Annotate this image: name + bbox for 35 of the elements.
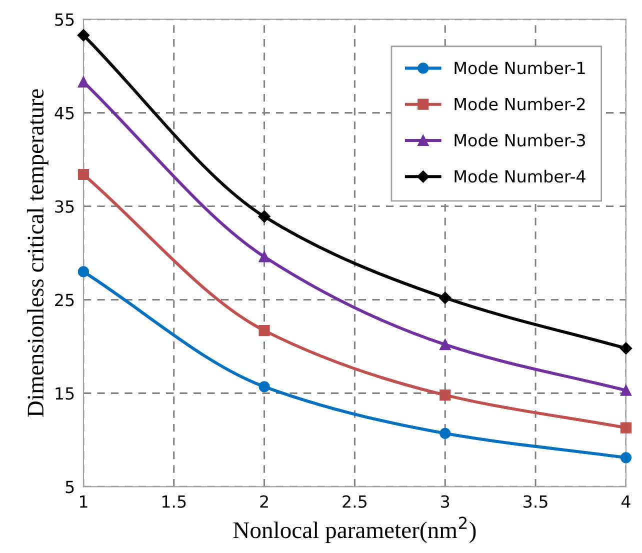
y-tick-label: 5 (66, 480, 74, 494)
point (440, 428, 451, 439)
y-tick-label: 25 (55, 294, 74, 306)
x-tick-label: 3.5 (524, 495, 548, 508)
x-axis-title: Nonlocal parameter(nm$^{2}$) (233, 516, 476, 543)
point (258, 325, 270, 336)
point (258, 381, 270, 392)
point (77, 29, 90, 42)
point (620, 452, 632, 464)
point (258, 210, 270, 223)
x-tick-label: 2 (260, 495, 268, 508)
point (440, 389, 451, 401)
y-axis-title: Dimensionless critical temperature (26, 89, 48, 417)
point (78, 76, 90, 88)
y-tick-label: 35 (55, 200, 74, 213)
x-tick-label: 2.5 (342, 495, 367, 508)
y-tick-label: 15 (56, 387, 74, 400)
x-tick-label: 3 (441, 495, 450, 508)
point (258, 251, 270, 262)
legend-label: Mode Number-3 (454, 134, 586, 147)
point (440, 339, 451, 350)
point (78, 266, 90, 278)
point (439, 292, 452, 304)
x-tick-label: 1 (80, 495, 88, 508)
legend-label: Mode Number-2 (454, 98, 585, 110)
point (620, 384, 632, 396)
point (620, 342, 632, 354)
y-tick-label: 45 (54, 106, 74, 120)
x-tick-label: 1.5 (162, 495, 186, 508)
x-tick-label: 4 (621, 495, 630, 508)
point (78, 168, 90, 180)
legend-label: Mode Number-4 (454, 170, 586, 183)
y-tick-label: 55 (55, 14, 74, 26)
point (620, 422, 632, 434)
legend-label: Mode Number-1 (454, 61, 585, 74)
